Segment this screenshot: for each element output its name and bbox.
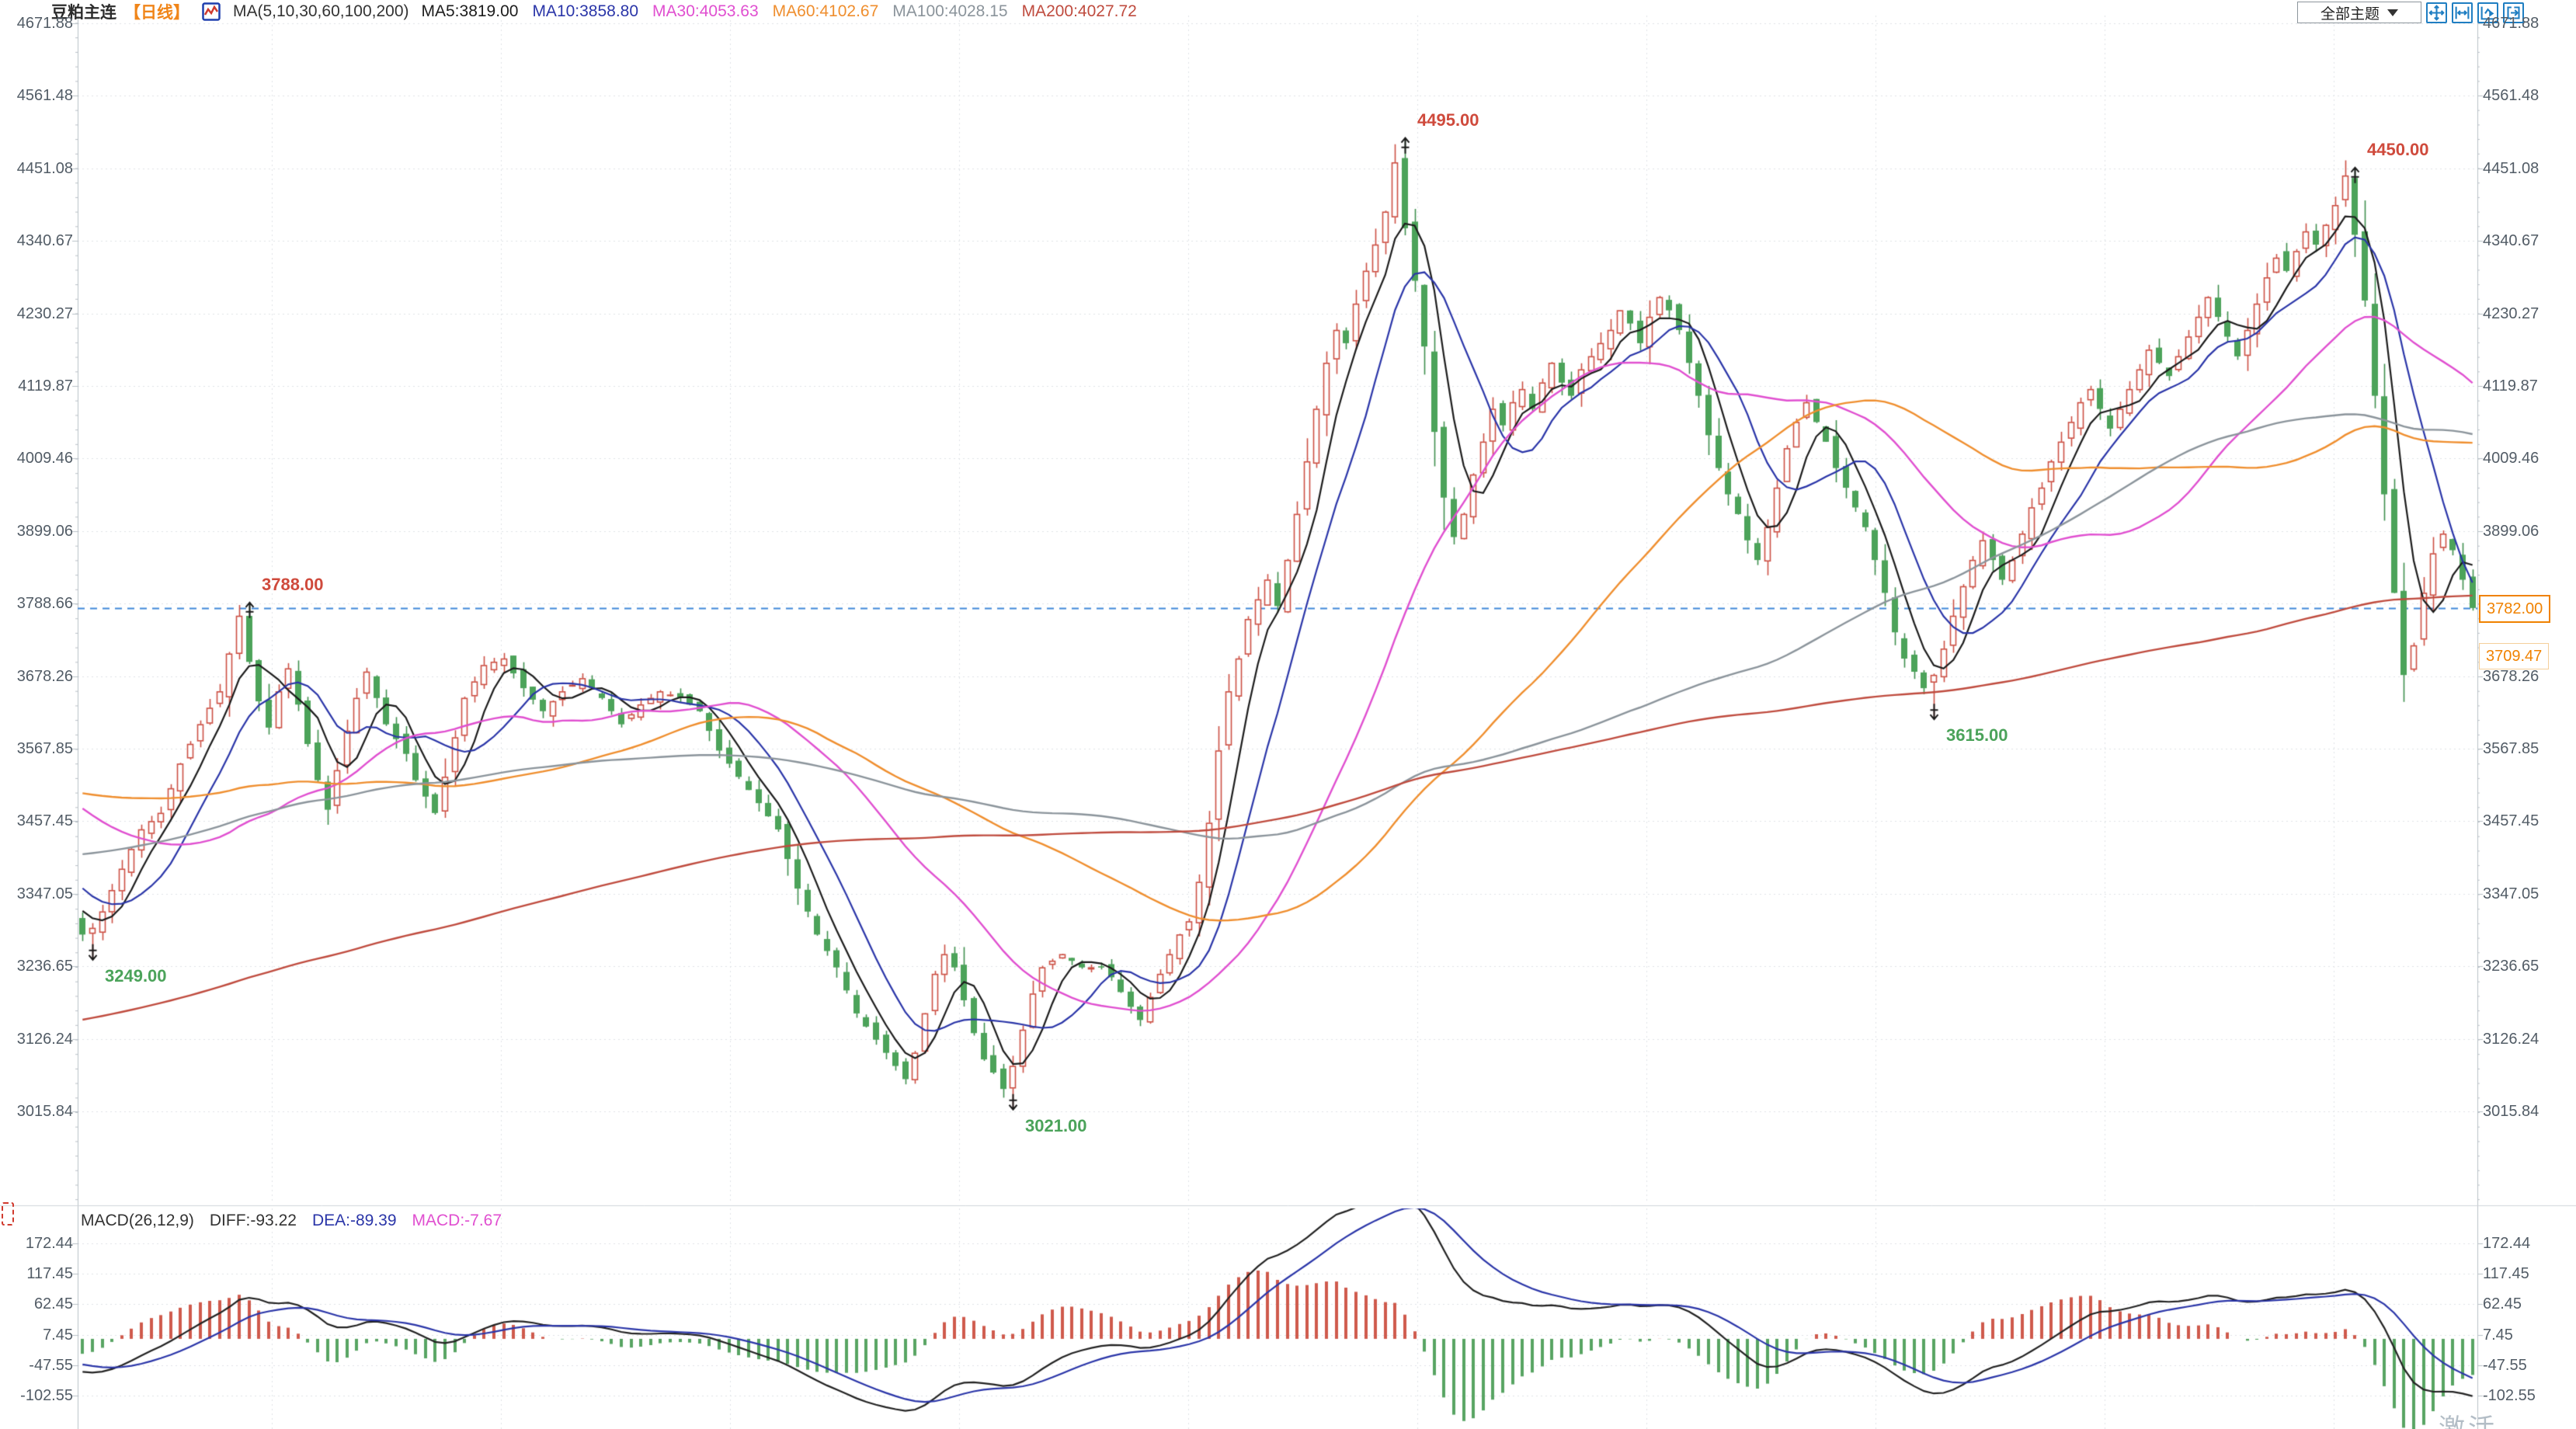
extreme-price-annotation: 4495.00 — [1417, 110, 1479, 130]
price-axis-tick-left: 3899.06 — [16, 523, 73, 540]
macd-axis-tick-right: 62.45 — [2483, 1295, 2522, 1313]
price-axis-tick-right: 4561.48 — [2483, 87, 2539, 104]
price-axis-tick-right: 3678.26 — [2483, 668, 2539, 685]
extreme-price-annotation: 3615.00 — [1946, 725, 2008, 745]
price-axis-tick-right: 4451.08 — [2483, 160, 2539, 177]
price-axis-tick-right: 4230.27 — [2483, 305, 2539, 322]
macd-axis-tick-right: 117.45 — [2483, 1265, 2529, 1282]
price-axis-tick-left: 3457.45 — [16, 812, 73, 829]
ma-value-30: MA30:4053.63 — [652, 2, 759, 20]
ma-value-200: MA200:4027.72 — [1021, 2, 1137, 20]
macd-axis-tick-left: 117.45 — [26, 1265, 73, 1282]
price-axis-tick-left: 4340.67 — [16, 232, 73, 249]
price-axis-tick-left: 3347.05 — [16, 885, 73, 902]
price-axis-tick-left: 4451.08 — [16, 160, 73, 177]
price-axis-tick-right: 4119.87 — [2483, 377, 2538, 395]
price-axis-tick-left: 3788.66 — [16, 595, 73, 612]
ma-value-5: MA5:3819.00 — [421, 2, 519, 20]
macd-axis-tick-left: 62.45 — [33, 1295, 73, 1313]
extreme-price-annotation: 3249.00 — [105, 966, 167, 986]
price-axis-tick-left: 4119.87 — [18, 377, 73, 395]
panel-handle-icon[interactable] — [2, 1202, 14, 1226]
price-axis-tick-right: 3899.06 — [2483, 523, 2539, 540]
price-axis-tick-left: 3236.65 — [16, 958, 73, 975]
macd-diff-value: DIFF:-93.22 — [209, 1212, 297, 1229]
last-price-tag: 3782.00 — [2479, 595, 2551, 623]
price-axis-tick-left: 3678.26 — [16, 668, 73, 685]
macd-axis-tick-right: -47.55 — [2483, 1357, 2527, 1374]
macd-axis-tick-left: -47.55 — [29, 1357, 73, 1374]
macd-header: MACD(26,12,9) DIFF:-93.22 DEA:-89.39 MAC… — [81, 1212, 502, 1230]
go-to-latest-icon[interactable] — [2477, 2, 2498, 23]
macd-axis-tick-right: 7.45 — [2483, 1326, 2513, 1344]
macd-hist-value: MACD:-7.67 — [412, 1212, 502, 1229]
price-axis-tick-right: 4671.88 — [2483, 15, 2539, 32]
chart-header: 豆粕主连 【日线】 MA(5,10,30,60,100,200) MA5:381… — [51, 2, 1137, 22]
price-axis-tick-right: 3015.84 — [2483, 1103, 2539, 1120]
price-axis-tick-left: 3567.85 — [16, 740, 73, 757]
ma-value-60: MA60:4102.67 — [772, 2, 879, 20]
extreme-price-annotation: 3788.00 — [262, 575, 324, 594]
price-axis-tick-left: 4561.48 — [16, 87, 73, 104]
price-axis-tick-right: 4340.67 — [2483, 232, 2539, 249]
ma-values-group: MA5:3819.00 MA10:3858.80 MA30:4053.63 MA60:… — [422, 2, 1137, 21]
chart-toolbar: 全部主题 — [2297, 2, 2524, 23]
macd-axis-tick-left: 7.45 — [43, 1326, 73, 1344]
crosshair-icon[interactable] — [2426, 2, 2447, 23]
fit-x-axis-icon[interactable] — [2452, 2, 2473, 23]
price-axis-tick-left: 4230.27 — [16, 305, 73, 322]
macd-axis-tick-left: 172.44 — [25, 1235, 73, 1252]
price-axis-tick-right: 3236.65 — [2483, 958, 2539, 975]
ma-value-100: MA100:4028.15 — [892, 2, 1008, 20]
macd-settings-label[interactable]: MACD(26,12,9) — [81, 1212, 194, 1229]
price-axis-tick-right: 3126.24 — [2483, 1031, 2539, 1048]
secondary-price-tag: 3709.47 — [2479, 643, 2550, 669]
kline-chart-icon[interactable] — [202, 2, 221, 21]
extreme-price-annotation: 3021.00 — [1025, 1116, 1087, 1135]
price-axis-tick-left: 3015.84 — [16, 1103, 73, 1120]
watermark: 激活 — [2439, 1414, 2498, 1429]
macd-axis-tick-right: 172.44 — [2483, 1235, 2531, 1252]
price-axis-tick-left: 4671.88 — [16, 15, 73, 32]
theme-dropdown-label: 全部主题 — [2320, 5, 2380, 23]
price-axis-tick-left: 3126.24 — [16, 1031, 73, 1048]
macd-dea-value: DEA:-89.39 — [311, 1212, 397, 1229]
export-chart-icon[interactable] — [2503, 2, 2524, 23]
theme-dropdown[interactable]: 全部主题 — [2297, 2, 2421, 23]
macd-axis-tick-left: -102.55 — [20, 1387, 73, 1404]
chevron-down-icon — [2387, 9, 2398, 16]
macd-axis-tick-right: -102.55 — [2483, 1387, 2536, 1404]
extreme-price-annotation: 4450.00 — [2367, 140, 2429, 159]
price-axis-tick-right: 3567.85 — [2483, 740, 2539, 757]
price-axis-tick-left: 4009.46 — [16, 450, 73, 467]
price-axis-tick-right: 3457.45 — [2483, 812, 2539, 829]
ma-settings-label[interactable]: MA(5,10,30,60,100,200) — [233, 2, 409, 20]
symbol-title: 豆粕主连 — [51, 4, 116, 22]
period-label[interactable]: 【日线】 — [124, 4, 189, 22]
price-axis-tick-right: 3347.05 — [2483, 885, 2539, 902]
ma-value-10: MA10:3858.80 — [532, 2, 639, 20]
price-axis-tick-right: 4009.46 — [2483, 450, 2539, 467]
